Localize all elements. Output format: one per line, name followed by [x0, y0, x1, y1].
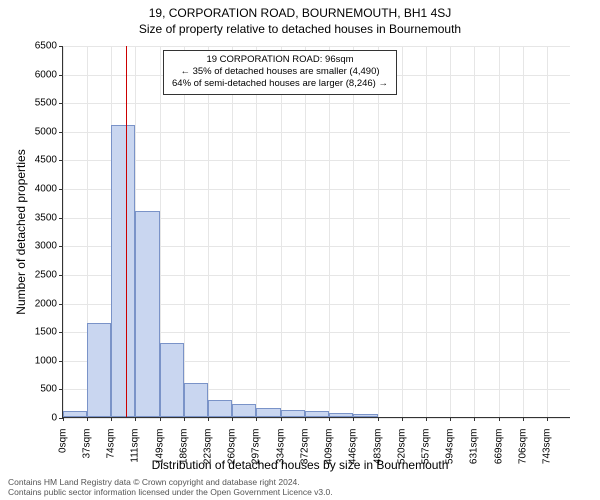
grid-line-v — [305, 46, 306, 417]
xtick-mark — [450, 417, 451, 421]
info-box: 19 CORPORATION ROAD: 96sqm← 35% of detac… — [163, 50, 397, 95]
grid-line-v — [184, 46, 185, 417]
grid-line-v — [474, 46, 475, 417]
grid-line-v — [281, 46, 282, 417]
xtick-label: 37sqm — [82, 429, 93, 459]
histogram-bar — [329, 413, 353, 417]
grid-line-h — [63, 46, 570, 47]
chart-subtitle: Size of property relative to detached ho… — [0, 20, 600, 36]
grid-line-v — [353, 46, 354, 417]
xtick-mark — [305, 417, 306, 421]
footer-attribution: Contains HM Land Registry data © Crown c… — [8, 477, 333, 497]
xtick-mark — [523, 417, 524, 421]
ytick-label: 6500 — [35, 41, 57, 52]
plot-area: 0500100015002000250030003500400045005000… — [62, 46, 570, 418]
info-line-2: ← 35% of detached houses are smaller (4,… — [172, 66, 388, 78]
histogram-bar — [353, 414, 377, 417]
ytick-label: 500 — [40, 384, 57, 395]
x-axis-label: Distribution of detached houses by size … — [0, 458, 600, 472]
xtick-mark — [135, 417, 136, 421]
ytick-label: 1000 — [35, 355, 57, 366]
ytick-label: 2000 — [35, 298, 57, 309]
histogram-bar — [256, 408, 280, 417]
histogram-bar — [232, 404, 256, 417]
histogram-bar — [281, 410, 306, 417]
histogram-bar — [208, 400, 232, 417]
ytick-label: 4000 — [35, 184, 57, 195]
xtick-mark — [111, 417, 112, 421]
ytick-label: 3500 — [35, 212, 57, 223]
ytick-label: 1500 — [35, 327, 57, 338]
xtick-mark — [208, 417, 209, 421]
histogram-bar — [111, 125, 135, 417]
ytick-label: 0 — [51, 413, 57, 424]
footer-line-2: Contains public sector information licen… — [8, 487, 333, 497]
grid-line-v — [499, 46, 500, 417]
xtick-mark — [402, 417, 403, 421]
xtick-mark — [63, 417, 64, 421]
ytick-label: 5500 — [35, 98, 57, 109]
histogram-bar — [135, 211, 160, 417]
grid-line-v — [208, 46, 209, 417]
reference-line — [126, 46, 127, 417]
grid-line-h — [63, 418, 570, 419]
xtick-mark — [474, 417, 475, 421]
ytick-label: 2500 — [35, 269, 57, 280]
ytick-label: 6000 — [35, 69, 57, 80]
grid-line-v — [378, 46, 379, 417]
histogram-bar — [87, 323, 111, 417]
histogram-bar — [184, 383, 208, 417]
histogram-bar — [160, 343, 184, 417]
histogram-bar — [63, 411, 87, 417]
xtick-mark — [547, 417, 548, 421]
chart-title: 19, CORPORATION ROAD, BOURNEMOUTH, BH1 4… — [0, 0, 600, 20]
xtick-mark — [499, 417, 500, 421]
xtick-mark — [160, 417, 161, 421]
grid-line-h — [63, 132, 570, 133]
grid-line-h — [63, 189, 570, 190]
y-axis-label: Number of detached properties — [14, 149, 28, 314]
xtick-mark — [426, 417, 427, 421]
xtick-mark — [256, 417, 257, 421]
ytick-label: 5000 — [35, 126, 57, 137]
footer-line-1: Contains HM Land Registry data © Crown c… — [8, 477, 333, 487]
xtick-mark — [232, 417, 233, 421]
grid-line-h — [63, 103, 570, 104]
ytick-label: 3000 — [35, 241, 57, 252]
info-line-1: 19 CORPORATION ROAD: 96sqm — [172, 54, 388, 66]
grid-line-v — [256, 46, 257, 417]
info-line-3: 64% of semi-detached houses are larger (… — [172, 78, 388, 90]
grid-line-v — [232, 46, 233, 417]
grid-line-v — [329, 46, 330, 417]
xtick-mark — [184, 417, 185, 421]
xtick-mark — [353, 417, 354, 421]
xtick-mark — [87, 417, 88, 421]
grid-line-h — [63, 160, 570, 161]
xtick-mark — [329, 417, 330, 421]
grid-line-v — [547, 46, 548, 417]
xtick-label: 0sqm — [58, 429, 69, 453]
grid-line-v — [402, 46, 403, 417]
ytick-label: 4500 — [35, 155, 57, 166]
xtick-mark — [281, 417, 282, 421]
xtick-label: 74sqm — [106, 429, 117, 459]
histogram-bar — [305, 411, 329, 417]
grid-line-v — [523, 46, 524, 417]
grid-line-v — [426, 46, 427, 417]
grid-line-v — [63, 46, 64, 417]
grid-line-v — [450, 46, 451, 417]
xtick-mark — [378, 417, 379, 421]
